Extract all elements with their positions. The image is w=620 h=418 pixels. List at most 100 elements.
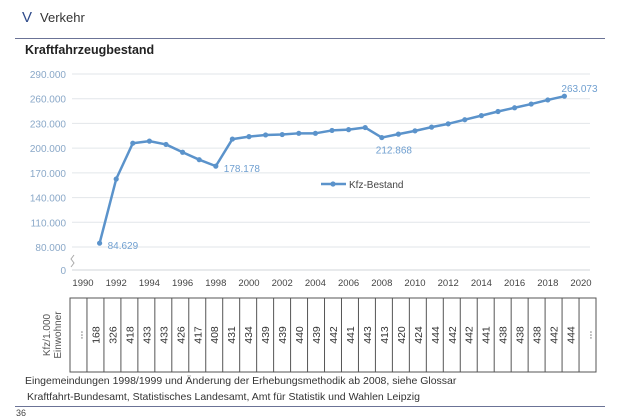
table-cell: 326 [107,326,119,344]
footnote: Eingemeindungen 1998/1999 und Änderung d… [25,375,457,387]
y-tick-label: 170.000 [30,169,67,180]
data-point [395,131,401,137]
section-title: Verkehr [40,10,85,25]
table-cell: 443 [362,326,374,344]
data-point [163,141,169,148]
table-cell: 440 [294,326,306,344]
y-tick-label: 230.000 [30,119,67,130]
table-cell: 441 [481,326,493,344]
x-tick-label: 2012 [438,278,459,289]
source-note: Kraftfahrt-Bundesamt, Statistisches Land… [27,391,420,403]
x-tick-label: 2004 [305,278,326,289]
table-cell: 442 [328,326,340,344]
chart-title: Kraftfahrzeugbestand [25,43,155,57]
table-cell: 420 [396,326,408,344]
x-tick-label: 2020 [570,278,591,289]
series-line [98,94,565,244]
table-cell: 442 [447,326,459,344]
table-cell: 408 [209,326,221,344]
table-cell: 439 [311,326,323,344]
data-point [545,97,551,103]
section-letter: V [22,9,33,26]
data-table [69,297,597,373]
legend-marker [330,181,336,187]
y-tick-label: 290.000 [30,70,67,81]
x-tick-label: 2010 [404,278,425,289]
data-point [263,132,269,138]
data-point [362,124,368,131]
data-point [528,101,534,107]
y-tick-label: 260.000 [30,95,67,106]
data-point [229,136,235,142]
table-cell: 441 [345,326,357,344]
table-cell: ... [583,331,595,340]
page-number: 36 [16,408,27,418]
data-point [495,108,501,115]
x-tick-label: 2006 [338,278,359,289]
data-point [312,130,318,136]
data-point [445,121,451,127]
x-tick-label: 2008 [371,278,392,289]
x-tick-label: 2016 [504,278,525,289]
data-point [346,127,352,133]
x-tick-label: 1990 [72,278,93,289]
data-label: 263.073 [561,84,598,95]
y-tick-label: 110.000 [31,218,67,229]
data-point [511,105,518,111]
table-cell: 439 [277,326,289,344]
y-tick-label: 200.000 [30,144,67,155]
table-cell: 426 [175,326,187,344]
data-point [246,134,252,140]
data-point [296,130,302,136]
table-cell: 442 [549,326,561,344]
table-cell: 438 [515,326,527,344]
x-tick-label: 1994 [139,278,160,289]
x-tick-label: 2002 [272,278,293,289]
data-point [146,138,152,144]
data-point [561,93,568,99]
data-label: 212.868 [376,146,413,157]
table-cell: 444 [566,326,578,344]
table-row-label-1: Kfz/1.000 [42,313,53,356]
y-tick-label: 140.000 [30,194,67,205]
x-tick-label: 2018 [537,278,558,289]
table-cell: 433 [141,326,153,344]
data-point [429,124,435,130]
data-point [329,127,335,134]
table-cell: 418 [124,326,136,344]
data-point [379,134,385,141]
footer-rule [15,406,605,407]
table-cell: 444 [430,326,442,344]
data-point [196,157,202,163]
x-tick-label: 1992 [106,278,127,289]
table-cell: 413 [379,326,391,344]
data-point [462,117,468,123]
table-cell: 434 [243,326,255,344]
table-cell: 417 [192,326,204,344]
axis-break-icon [70,254,75,268]
table-cell: 424 [413,326,425,344]
table-cell: 438 [532,326,544,344]
x-tick-label: 2014 [471,278,492,289]
x-tick-label: 1996 [172,278,193,289]
table-cell: 431 [226,326,238,344]
data-point [279,131,285,138]
y-tick-label: 0 [60,266,66,277]
data-point [113,176,119,182]
table-cell: 439 [260,326,272,344]
x-tick-label: 1998 [205,278,226,289]
table-cell: 433 [158,326,170,344]
header-rule [15,38,605,39]
data-point [130,140,136,146]
table-cell: 168 [90,326,102,344]
legend-label: Kfz-Bestand [349,180,403,191]
table-cell: ... [73,331,85,340]
data-point [213,163,219,169]
table-cell: 438 [498,326,510,344]
data-point [180,149,186,155]
data-label: 178.178 [224,164,261,175]
data-point [478,113,484,119]
data-label: 84.629 [108,241,139,252]
y-tick-label: 80.000 [35,243,66,254]
